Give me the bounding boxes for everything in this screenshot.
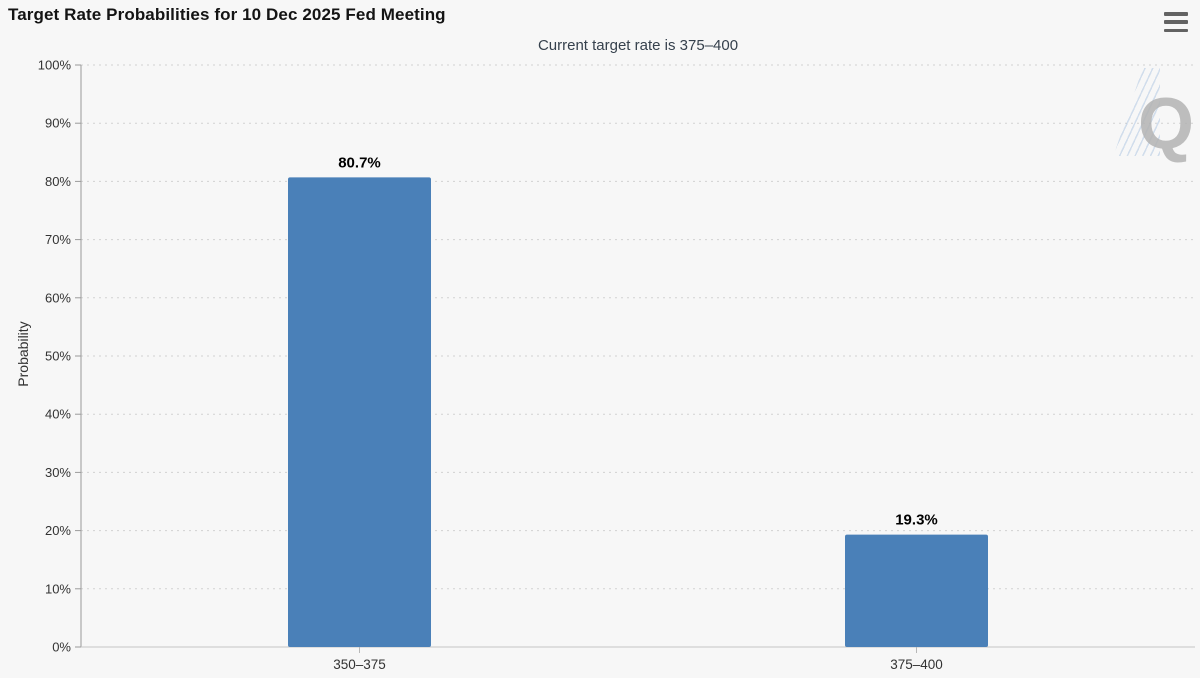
bar-value-label: 80.7% <box>338 154 381 171</box>
chart-subtitle: Current target rate is 375–400 <box>537 37 739 54</box>
x-tick-label: 375–400 <box>890 657 943 672</box>
hamburger-icon <box>1164 28 1188 32</box>
hamburger-icon <box>1164 12 1188 16</box>
bar[interactable] <box>288 177 431 648</box>
y-tick-label: 50% <box>45 349 71 364</box>
x-tick-label: 350–375 <box>333 657 386 672</box>
y-tick-label: 80% <box>45 174 71 189</box>
y-tick-label: 20% <box>45 523 71 538</box>
y-tick-label: 30% <box>45 465 71 480</box>
y-tick-label: 70% <box>45 232 71 247</box>
y-tick-label: 90% <box>45 116 71 131</box>
menu-button[interactable] <box>1162 11 1190 33</box>
bar-value-label: 19.3% <box>895 512 938 529</box>
chart-title: Target Rate Probabilities for 10 Dec 202… <box>8 5 446 24</box>
y-tick-label: 0% <box>52 640 71 655</box>
y-tick-label: 60% <box>45 290 71 305</box>
hamburger-icon <box>1164 20 1188 24</box>
y-tick-label: 100% <box>38 58 72 73</box>
y-tick-label: 10% <box>45 581 71 596</box>
y-tick-label: 40% <box>45 407 71 422</box>
bar[interactable] <box>845 534 988 647</box>
